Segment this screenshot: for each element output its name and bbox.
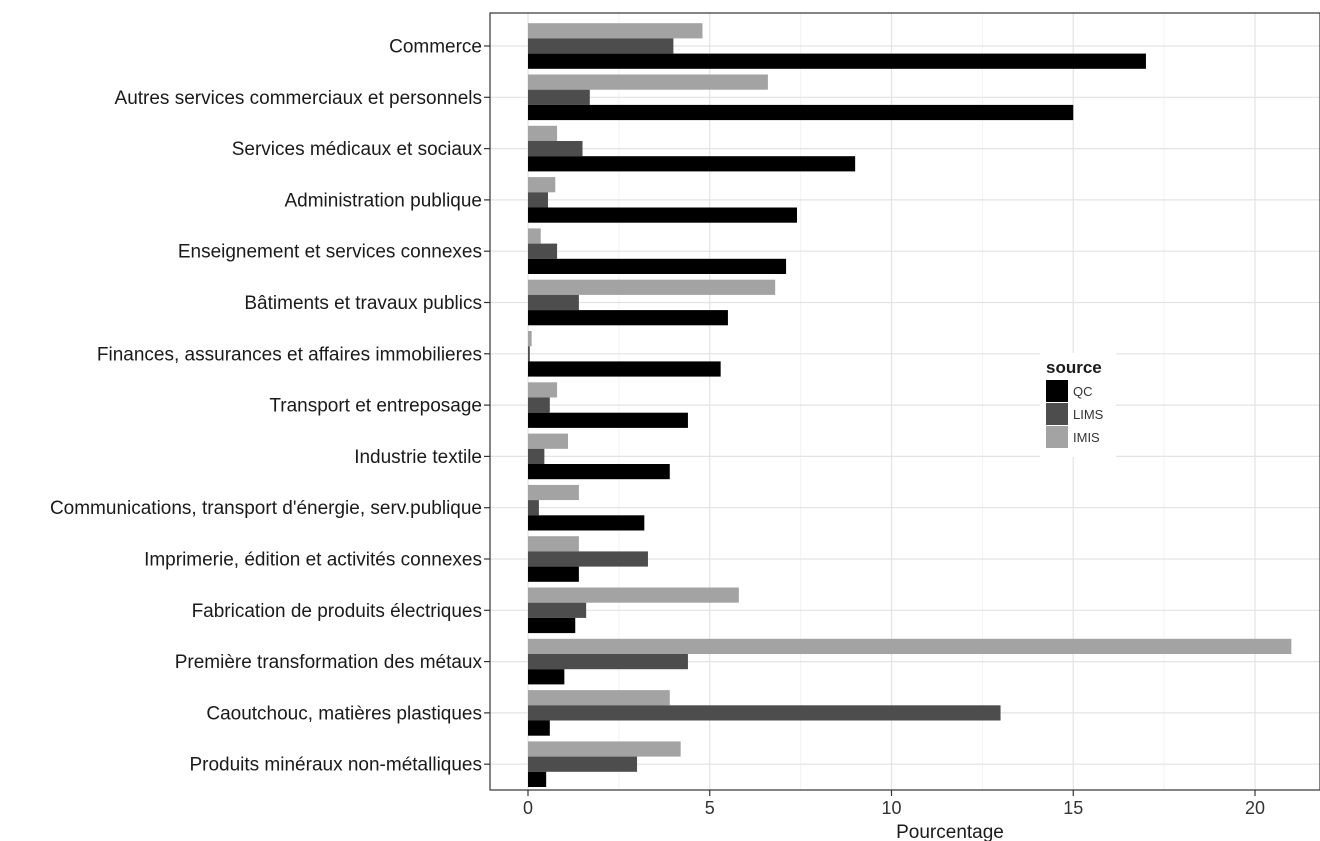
bar-lims bbox=[528, 192, 548, 208]
bar-lims bbox=[528, 294, 579, 311]
bar-qc bbox=[528, 771, 547, 787]
category-label: Enseignement et services connexes bbox=[178, 242, 482, 263]
bar-lims bbox=[528, 756, 638, 772]
category-label: Administration publique bbox=[284, 190, 482, 211]
legend-key-lims bbox=[1046, 403, 1068, 425]
bar-qc bbox=[528, 720, 550, 736]
bar-imis bbox=[528, 690, 670, 706]
bar-imis bbox=[528, 74, 768, 90]
x-tick-label: 10 bbox=[881, 798, 901, 818]
legend-key-qc bbox=[1046, 380, 1068, 402]
bar-imis bbox=[528, 638, 1292, 654]
category-label: Autres services commerciaux et personnel… bbox=[115, 88, 482, 109]
legend-label-qc: QC bbox=[1073, 384, 1093, 399]
bar-lims bbox=[528, 551, 648, 567]
legend-label-lims: LIMS bbox=[1073, 407, 1104, 422]
category-label: Finances, assurances et affaires immobil… bbox=[97, 344, 482, 365]
bar-qc bbox=[528, 464, 670, 480]
x-axis-title: Pourcentage bbox=[896, 822, 1004, 841]
category-label: Caoutchouc, matières plastiques bbox=[206, 703, 482, 724]
bar-imis bbox=[528, 331, 532, 347]
bar-imis bbox=[528, 484, 579, 501]
plot-border bbox=[489, 12, 1320, 791]
category-label: Fabrication de produits électriques bbox=[192, 601, 482, 622]
bar-qc bbox=[528, 207, 797, 223]
x-tick-label: 5 bbox=[705, 798, 715, 818]
bar-lims bbox=[528, 243, 558, 259]
bar-imis bbox=[528, 279, 776, 295]
legend-label-imis: IMIS bbox=[1073, 430, 1100, 445]
bar-qc bbox=[528, 361, 721, 377]
category-label: Services médicaux et sociaux bbox=[232, 139, 483, 160]
bar-imis bbox=[528, 23, 703, 39]
bar-imis bbox=[528, 433, 568, 449]
bar-imis bbox=[528, 228, 541, 244]
bar-lims bbox=[528, 705, 1001, 721]
x-tick-label: 0 bbox=[523, 798, 533, 818]
plot-panel bbox=[490, 13, 1320, 790]
x-tick-label: 20 bbox=[1245, 798, 1265, 818]
category-label: Produits minéraux non-métalliques bbox=[189, 755, 482, 776]
x-tick-label: 15 bbox=[1063, 798, 1083, 818]
category-label: Imprimerie, édition et activités connexe… bbox=[144, 550, 482, 571]
bar-qc bbox=[528, 258, 787, 274]
bar-imis bbox=[528, 125, 558, 141]
category-label: Bâtiments et travaux publics bbox=[244, 293, 482, 314]
bar-qc bbox=[528, 104, 1074, 121]
category-label: Industrie textile bbox=[354, 447, 482, 468]
bar-lims bbox=[528, 89, 590, 105]
bar-qc bbox=[528, 617, 576, 634]
bar-qc bbox=[528, 310, 728, 326]
category-label: Transport et entreposage bbox=[269, 396, 482, 417]
bar-lims bbox=[528, 602, 587, 618]
bar-lims bbox=[528, 141, 583, 157]
bar-imis bbox=[528, 587, 739, 603]
category-label: Communications, transport d'énergie, ser… bbox=[50, 498, 482, 519]
bar-qc bbox=[528, 566, 579, 582]
bar-qc bbox=[528, 156, 856, 172]
category-label: Commerce bbox=[389, 37, 482, 58]
bar-imis bbox=[528, 382, 558, 398]
bar-lims bbox=[528, 38, 674, 54]
bar-lims bbox=[528, 397, 550, 413]
bar-lims bbox=[528, 654, 688, 670]
bar-qc bbox=[528, 669, 565, 685]
bar-qc bbox=[528, 53, 1146, 69]
bar-imis bbox=[528, 741, 681, 757]
bar-lims bbox=[528, 448, 545, 464]
bar-qc bbox=[528, 412, 688, 428]
legend-title: source bbox=[1046, 358, 1102, 377]
category-label: Première transformation des métaux bbox=[175, 652, 483, 673]
legend-key-imis bbox=[1046, 426, 1068, 448]
bar-qc bbox=[528, 515, 645, 531]
bar-lims bbox=[528, 500, 539, 516]
bar-lims bbox=[528, 346, 530, 362]
bar-imis bbox=[528, 536, 579, 552]
bar-imis bbox=[528, 177, 556, 193]
